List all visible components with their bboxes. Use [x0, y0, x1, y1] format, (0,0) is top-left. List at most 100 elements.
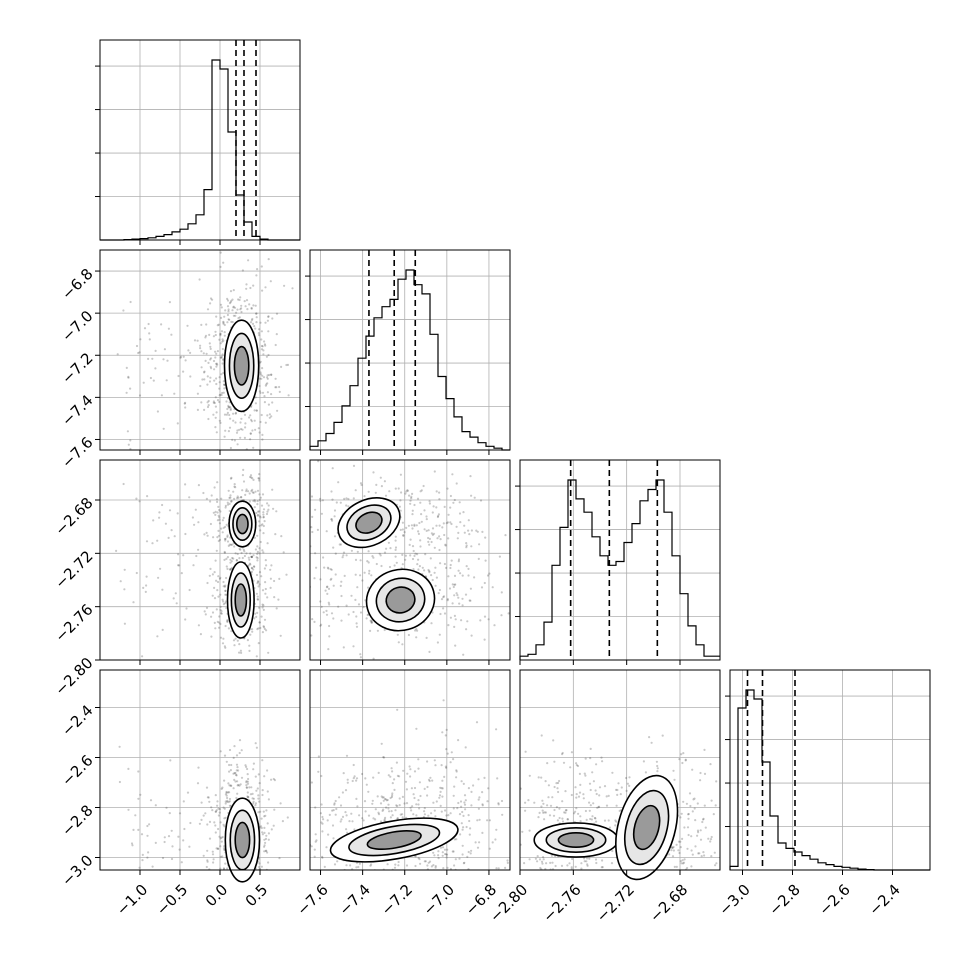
scatter-point	[462, 653, 465, 656]
scatter-point	[149, 376, 152, 380]
scatter-point	[459, 572, 462, 575]
scatter-point	[585, 860, 588, 863]
scatter-point	[352, 777, 355, 780]
scatter-point	[219, 342, 222, 345]
scatter-point	[252, 284, 255, 287]
scatter-point	[387, 803, 390, 806]
scatter-point	[223, 817, 226, 820]
scatter-point	[454, 858, 457, 861]
scatter-point	[215, 431, 218, 434]
scatter-point	[419, 501, 422, 504]
scatter-point	[254, 548, 257, 551]
scatter-point	[218, 522, 221, 525]
scatter-point	[586, 863, 589, 866]
scatter-point	[429, 776, 432, 779]
scatter-point	[327, 567, 330, 570]
scatter-point	[207, 796, 210, 799]
scatter-point	[405, 788, 408, 791]
scatter-point	[223, 754, 227, 757]
scatter-point	[215, 365, 218, 368]
quantile-layer	[235, 40, 796, 870]
scatter-point	[123, 622, 126, 625]
scatter-point	[265, 564, 268, 567]
scatter-point	[340, 580, 343, 583]
scatter-point	[330, 518, 333, 521]
scatter-point	[707, 837, 710, 840]
scatter-point	[359, 559, 362, 562]
scatter-point	[263, 520, 266, 523]
contour-inner	[234, 821, 251, 859]
scatter-point	[249, 552, 252, 555]
scatter-point	[264, 814, 267, 817]
scatter-point	[219, 867, 222, 870]
scatter-point	[460, 619, 463, 622]
scatter-point	[578, 791, 582, 794]
scatter-point	[152, 519, 155, 522]
scatter-point	[355, 777, 359, 780]
scatter-point	[410, 787, 413, 790]
scatter-point	[481, 831, 484, 835]
scatter-point	[187, 349, 190, 352]
scatter-point	[352, 610, 355, 614]
scatter-point	[461, 828, 464, 831]
scatter-point	[462, 814, 465, 818]
scatter-point	[543, 811, 546, 814]
scatter-point	[245, 781, 248, 784]
scatter-point	[407, 633, 410, 637]
scatter-point	[258, 479, 261, 482]
scatter-point	[412, 549, 415, 553]
scatter-point	[266, 319, 269, 322]
scatter-point	[370, 620, 373, 623]
scatter-point	[443, 505, 446, 508]
scatter-point	[681, 837, 684, 841]
scatter-point	[261, 833, 264, 836]
scatter-point	[441, 779, 444, 782]
scatter-point	[523, 862, 526, 865]
scatter-point	[264, 841, 267, 845]
scatter-point	[263, 395, 266, 398]
scatter-point	[430, 622, 433, 625]
scatter-point	[332, 809, 335, 812]
scatter-point	[395, 561, 398, 564]
scatter-point	[221, 340, 224, 343]
scatter-point	[591, 815, 594, 818]
scatter-point	[233, 644, 236, 647]
scatter-point	[275, 333, 278, 336]
scatter-point	[235, 754, 239, 757]
scatter-point	[428, 543, 431, 546]
scatter-point	[211, 611, 215, 614]
scatter-point	[261, 589, 265, 592]
scatter-point	[268, 373, 271, 377]
scatter-point	[243, 300, 246, 303]
scatter-point	[239, 783, 242, 786]
scatter-point	[459, 800, 463, 803]
scatter-point	[291, 287, 294, 290]
scatter-point	[247, 796, 250, 799]
scatter-point	[455, 770, 458, 773]
scatter-point	[427, 536, 430, 540]
scatter-point	[211, 809, 214, 812]
scatter-point	[404, 554, 407, 557]
scatter-point	[228, 804, 231, 807]
scatter-point	[132, 828, 135, 832]
scatter-point	[237, 298, 240, 301]
scatter-point	[219, 593, 222, 596]
scatter-point	[384, 816, 387, 820]
scatter-point	[160, 323, 163, 326]
scatter-point	[346, 778, 349, 781]
scatter-point	[209, 522, 212, 526]
scatter-point	[234, 411, 238, 414]
scatter-point	[686, 847, 689, 850]
scatter-point	[146, 834, 149, 837]
scatter-point	[123, 568, 126, 571]
scatter-point	[252, 568, 255, 571]
scatter-point	[170, 857, 174, 861]
scatter-point	[226, 411, 229, 414]
scatter-point	[446, 599, 449, 602]
scatter-point	[267, 315, 270, 318]
scatter-point	[431, 511, 434, 514]
scatter-point	[494, 838, 497, 841]
scatter-point	[679, 860, 682, 863]
scatter-point	[129, 447, 132, 450]
scatter-point	[439, 562, 442, 565]
